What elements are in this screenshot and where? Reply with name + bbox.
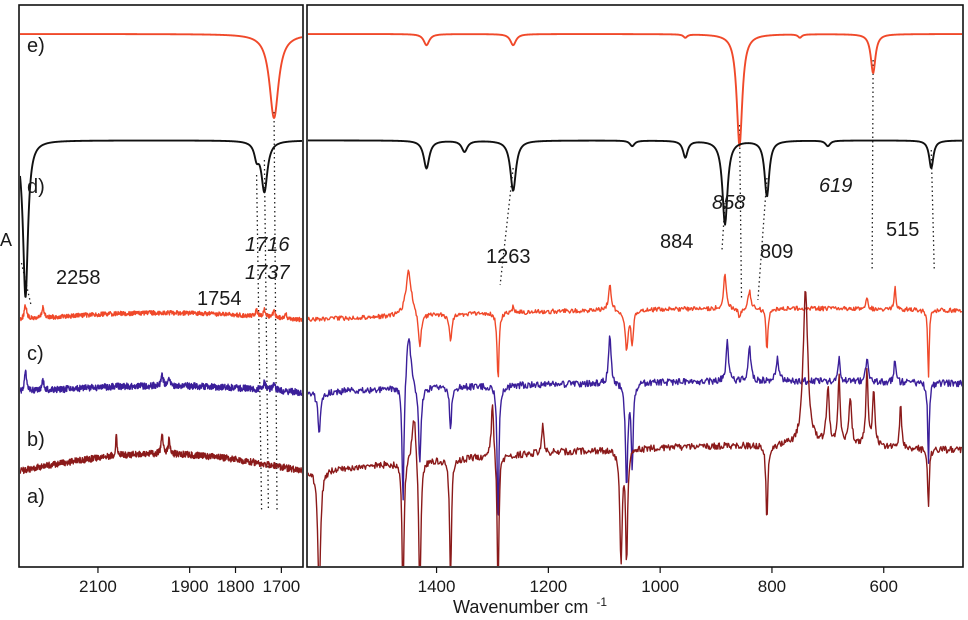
series-d-right-line [308, 139, 962, 226]
trace-letter-d: d) [27, 176, 45, 198]
series-a-left-line [20, 433, 302, 475]
peak-label-1263: 1263 [486, 246, 531, 268]
peak-label-2258: 2258 [56, 267, 101, 289]
trace-letter-e: e) [27, 35, 45, 57]
y-axis-label: A [0, 230, 12, 250]
series-c-right-line [308, 269, 962, 378]
peak-label-809: 809 [760, 241, 793, 263]
peak-label-884: 884 [660, 231, 693, 253]
peak-label-858: 858 [712, 192, 745, 214]
x-axis-title-main: Wavenumber cm [453, 597, 588, 617]
series-b-left-line [20, 369, 302, 397]
series-b-right-line [308, 335, 962, 516]
peak-label-515: 515 [886, 219, 919, 241]
trace-letter-labels: e) d) c) b) a) [27, 35, 45, 508]
peak-guide-lines [20, 59, 935, 511]
series-a-right-line [308, 290, 962, 566]
x-tick-label-1400: 1400 [418, 577, 456, 596]
trace-letter-b: b) [27, 429, 45, 451]
guide-884 [721, 202, 726, 251]
guide-1716 [273, 111, 278, 511]
series-e-left-line [20, 33, 302, 119]
peak-label-1754: 1754 [197, 288, 242, 310]
x-tick-label-1900: 1900 [171, 577, 209, 596]
trace-letter-a: a) [27, 486, 45, 508]
x-tick-label-1000: 1000 [641, 577, 679, 596]
peak-label-1737: 1737 [245, 262, 290, 284]
series-e-right-line [308, 33, 962, 147]
x-axis-title-superscript: -1 [596, 595, 607, 609]
trace-letter-c: c) [27, 343, 44, 365]
x-axis-ticks: 2100 1900 1800 1700 1400 1200 1000 800 600 [79, 567, 898, 596]
x-axis-title: Wavenumber cm -1 [453, 595, 607, 617]
left-panel-frame [18, 4, 304, 568]
series-d-left-line [20, 139, 302, 298]
x-tick-label-600: 600 [870, 577, 898, 596]
guide-1263 [499, 167, 514, 286]
x-tick-label-2100: 2100 [79, 577, 117, 596]
guide-515 [930, 149, 935, 271]
x-tick-label-1800: 1800 [217, 577, 255, 596]
left-panel-traces [20, 33, 302, 475]
x-tick-label-800: 800 [758, 577, 786, 596]
x-tick-label-1200: 1200 [529, 577, 567, 596]
peak-label-619: 619 [819, 175, 852, 197]
right-panel-frame [306, 4, 964, 568]
guide-1754 [255, 174, 263, 511]
x-tick-label-1700: 1700 [262, 577, 300, 596]
series-c-left-line [20, 304, 302, 323]
peak-labels: 2258 1754 1716 1737 1263 884 858 809 619 515 [56, 175, 919, 310]
peak-label-1716: 1716 [245, 234, 290, 256]
right-panel-traces [308, 33, 962, 566]
